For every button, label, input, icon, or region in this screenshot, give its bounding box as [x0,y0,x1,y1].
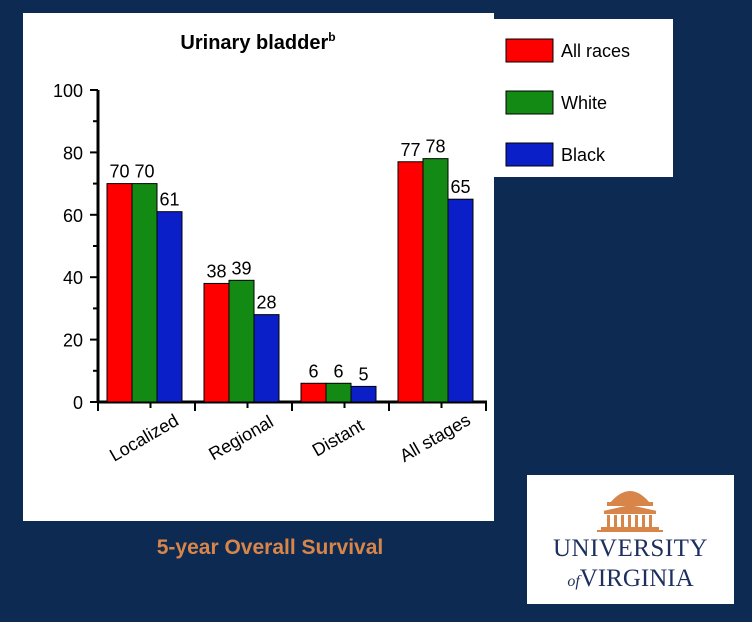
legend-swatch [505,38,554,63]
bar [156,211,183,403]
data-label: 61 [159,190,179,210]
bar [131,183,158,403]
bar [325,382,352,403]
logo-text-virginia: ofVIRGINIA [527,565,734,593]
x-tick-label: Localized [106,410,182,465]
y-tick-label: 60 [63,206,83,226]
rotunda-icon [597,491,663,532]
legend-label: Black [561,145,606,165]
caption: 5-year Overall Survival [156,536,384,559]
logo-text-university: UNIVERSITY [553,535,708,562]
bar [106,183,133,403]
logo-text-virginia-word: VIRGINIA [579,565,694,592]
bar [350,385,377,403]
data-label: 70 [134,162,154,182]
y-tick-label: 0 [73,393,83,413]
data-label: 70 [109,162,129,182]
y-tick-label: 80 [63,143,83,163]
data-label: 5 [358,364,368,384]
bar [228,279,255,403]
y-tick-label: 40 [63,268,83,288]
bar [253,314,280,403]
bar [203,282,230,403]
x-tick-label: All stages [396,410,474,466]
logo-text-of: of [567,573,580,590]
data-label: 65 [450,177,470,197]
legend-swatch [505,142,554,167]
legend-label: All races [561,41,630,61]
bar [447,198,474,403]
data-label: 6 [308,361,318,381]
chart-panel: Urinary bladderb 0 20 40 60 80 100 70 70 61 Locali… [23,13,494,521]
bar [300,382,327,403]
data-label: 28 [256,293,276,313]
data-label: 39 [231,258,251,278]
chart-title: Urinary bladderb [180,30,335,54]
legend-svg: All races White Black [505,38,630,167]
legend: All races White Black [493,19,673,177]
y-tick-label: 100 [53,81,83,101]
university-logo: UNIVERSITY ofVIRGINIA [527,475,734,604]
data-label: 6 [333,361,343,381]
legend-label: White [561,93,607,113]
data-label: 77 [400,140,420,160]
legend-swatch [505,90,554,115]
bar [397,161,424,403]
x-tick-label: Regional [205,411,277,464]
data-label: 78 [425,137,445,157]
y-tick-label: 20 [63,331,83,351]
x-tick-label: Distant [309,415,368,460]
bar [422,158,449,403]
data-label: 38 [206,261,226,281]
